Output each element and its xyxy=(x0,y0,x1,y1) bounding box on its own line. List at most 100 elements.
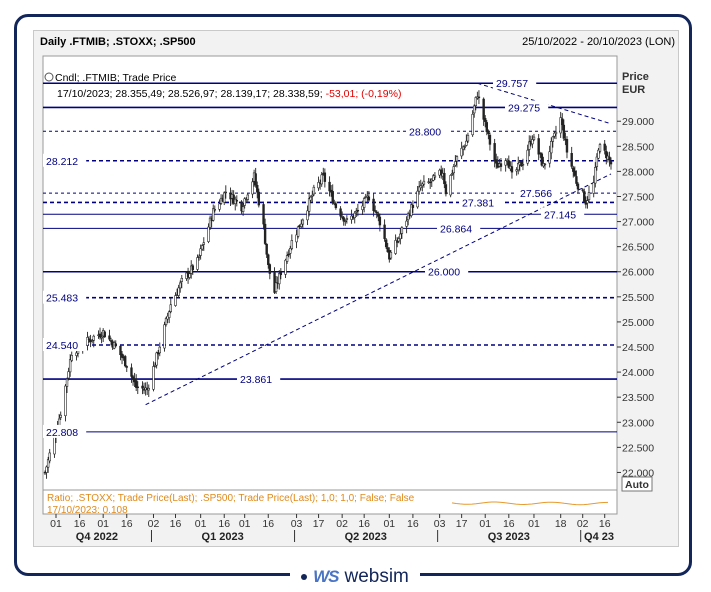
candle-body xyxy=(355,210,358,213)
ratio-series-line xyxy=(451,501,609,506)
candle-body xyxy=(353,212,356,218)
candle-body xyxy=(98,333,102,338)
candle-body xyxy=(394,240,397,254)
candle-body xyxy=(373,210,377,212)
candle-body xyxy=(361,205,364,211)
candle-body xyxy=(455,156,459,162)
y-tick-label: 28.500 xyxy=(622,141,654,153)
candle-body xyxy=(406,213,410,221)
candle-body xyxy=(576,183,580,190)
candle-body xyxy=(109,340,113,342)
candle-body xyxy=(340,216,344,218)
candle-body xyxy=(428,181,432,184)
candle-body xyxy=(419,185,422,189)
candle-body xyxy=(320,174,323,185)
auto-button[interactable]: Auto xyxy=(621,476,653,492)
candle-body xyxy=(473,105,476,114)
level-label-bg xyxy=(517,186,561,200)
candle-body xyxy=(537,138,540,155)
candle-body xyxy=(452,166,455,174)
x-tick-label: 16 xyxy=(170,518,182,530)
candle-body xyxy=(515,169,518,172)
candle-body xyxy=(64,385,67,417)
candle-body xyxy=(477,96,481,99)
quarter-label: Q2 2023 xyxy=(345,531,387,543)
candle-body xyxy=(262,204,265,225)
level-label: 29.275 xyxy=(508,102,540,114)
candle-body xyxy=(575,176,578,184)
candle-body xyxy=(517,163,520,171)
legend: Cndl; .FTMIB; Trade Price 17/10/2023; 28… xyxy=(44,72,401,100)
price-axis-label: Price xyxy=(622,71,649,83)
candle-body xyxy=(123,356,127,367)
candle-body xyxy=(201,245,204,250)
candle-body xyxy=(278,273,281,285)
candle-body xyxy=(603,143,606,151)
candle-body xyxy=(521,164,525,166)
candle-body xyxy=(433,175,437,178)
candle-body xyxy=(196,257,199,270)
candle-body xyxy=(108,335,111,340)
candle-body xyxy=(265,243,268,255)
candle-body xyxy=(158,346,161,354)
x-tick-label: 16 xyxy=(74,518,86,530)
candle-body xyxy=(213,209,216,211)
candle-body xyxy=(572,167,575,172)
candle-body xyxy=(548,151,551,164)
legend-toggle-icon[interactable] xyxy=(44,72,54,82)
candle-body xyxy=(86,337,89,346)
candle-body xyxy=(377,213,380,217)
x-tick-label: 02 xyxy=(577,518,589,530)
candle-body xyxy=(463,146,466,148)
candle-body xyxy=(274,282,278,292)
candle-body xyxy=(223,192,226,203)
candle-body xyxy=(287,253,290,256)
candle-body xyxy=(157,352,160,355)
candle-body xyxy=(466,134,470,142)
candle-body xyxy=(432,175,435,181)
y-tick-label: 22.500 xyxy=(622,442,654,454)
candle-body xyxy=(356,209,360,212)
x-tick-label: 01 xyxy=(195,518,207,530)
level-label-bg xyxy=(43,290,87,304)
candle-body xyxy=(439,169,443,176)
level-label-bg xyxy=(237,372,281,386)
x-tick-label: 01 xyxy=(479,518,491,530)
candle-body xyxy=(345,218,349,220)
level-label-bg xyxy=(43,153,87,167)
candle-body xyxy=(257,191,261,206)
x-tick-label: 16 xyxy=(121,518,133,530)
y-tick-label: 23.000 xyxy=(622,417,654,429)
x-tick-label: 16 xyxy=(407,518,419,530)
candle-body xyxy=(251,181,254,195)
candle-body xyxy=(573,170,577,176)
candle-body xyxy=(510,166,514,173)
candle-body xyxy=(279,272,283,276)
candle-body xyxy=(493,143,496,162)
candle-body xyxy=(422,180,426,185)
candle-body xyxy=(608,156,611,161)
candle-body xyxy=(100,336,103,339)
candle-body xyxy=(417,186,421,192)
candle-body xyxy=(125,366,128,368)
candle-body xyxy=(48,452,51,462)
candle-body xyxy=(153,364,157,367)
candle-body xyxy=(474,97,477,106)
candle-body xyxy=(488,134,492,145)
candle-body xyxy=(323,172,327,182)
x-tick-label: 16 xyxy=(599,518,611,530)
ratio-legend: Ratio; .STOXX; Trade Price(Last); .SP500… xyxy=(47,493,415,504)
candle-body xyxy=(485,122,488,132)
candle-body xyxy=(339,208,342,217)
candle-body xyxy=(141,385,144,389)
candle-body xyxy=(344,220,347,223)
candle-body xyxy=(397,238,400,242)
x-tick-label: 01 xyxy=(50,518,62,530)
candle-body xyxy=(300,223,303,227)
candle-body xyxy=(218,203,221,210)
candle-body xyxy=(465,140,468,146)
candle-body xyxy=(597,149,600,159)
candle-body xyxy=(179,282,182,289)
level-label: 27.381 xyxy=(462,197,494,209)
